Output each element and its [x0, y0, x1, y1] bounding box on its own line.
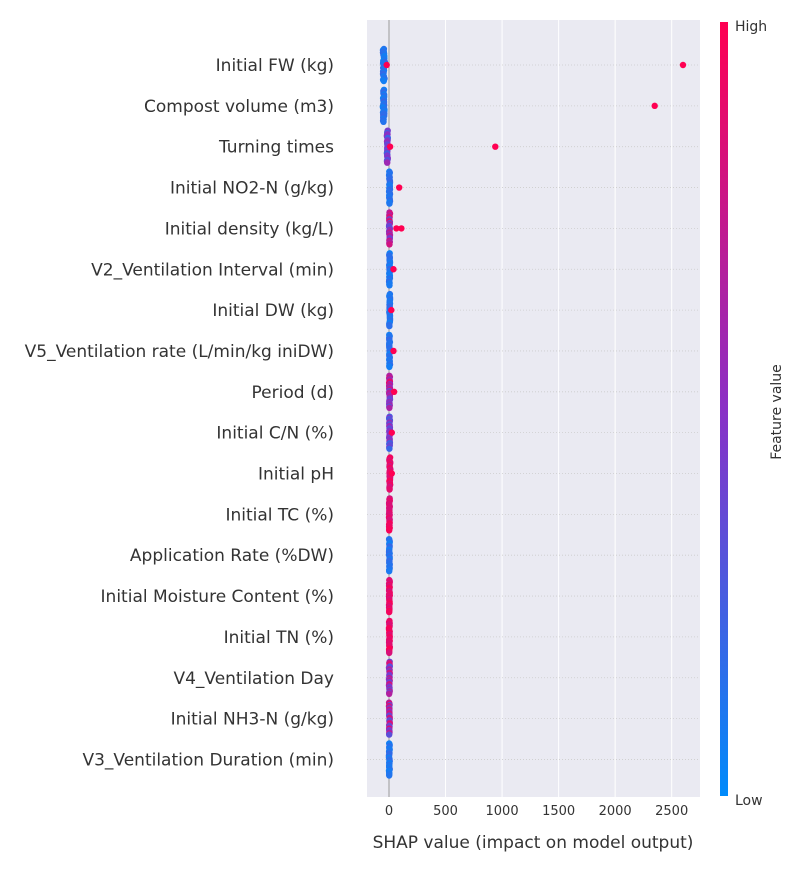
feature-label: Initial NO2-N (g/kg)	[170, 179, 334, 199]
shap-outlier-point	[390, 266, 397, 273]
shap-point	[386, 363, 393, 371]
shap-point	[386, 404, 393, 411]
shap-outlier-point	[679, 61, 687, 69]
feature-label: Initial density (kg/L)	[165, 219, 334, 239]
shap-outlier-point	[390, 347, 397, 355]
gridlines	[445, 20, 673, 797]
shap-point	[386, 445, 393, 452]
colorbar-high-label: High	[735, 19, 767, 35]
x-tick-label: 500	[433, 804, 458, 819]
shap-point	[386, 649, 393, 657]
shap-point	[386, 608, 393, 616]
feature-label: Application Rate (%DW)	[130, 546, 334, 566]
shap-point	[386, 731, 393, 738]
shap-outlier-point	[388, 429, 395, 436]
feature-label: Initial pH	[258, 465, 334, 485]
shap-outlier-point	[393, 225, 400, 232]
x-tick-label: 0	[385, 804, 393, 819]
shap-point	[386, 568, 393, 575]
feature-label: Initial TC (%)	[225, 505, 334, 525]
feature-label: V3_Ventilation Duration (min)	[82, 750, 334, 770]
shap-point	[380, 118, 387, 126]
colorbar	[720, 22, 728, 796]
feature-label: Initial DW (kg)	[212, 301, 334, 321]
x-tick-label: 1500	[542, 804, 575, 819]
shap-point	[386, 241, 393, 248]
shap-point	[386, 322, 393, 330]
shap-point	[386, 200, 393, 207]
feature-label: V5_Ventilation rate (L/min/kg iniDW)	[25, 342, 334, 362]
shap-outlier-point	[388, 306, 395, 314]
feature-label: V4_Ventilation Day	[173, 669, 334, 689]
shap-points	[379, 45, 687, 779]
feature-label: Initial FW (kg)	[216, 56, 334, 76]
x-tick-label: 2000	[599, 804, 632, 819]
shap-outlier-point	[398, 225, 405, 232]
shap-outlier-point	[388, 470, 395, 477]
x-tick-label: 2500	[655, 804, 688, 819]
shap-outlier-point	[396, 184, 403, 191]
x-axis-label: SHAP value (impact on model output)	[373, 833, 694, 853]
shap-outlier-point	[383, 61, 390, 69]
feature-label: Turning times	[218, 138, 334, 158]
feature-label: Initial TN (%)	[224, 628, 334, 648]
plot-area	[367, 20, 700, 797]
feature-label: V2_Ventilation Interval (min)	[91, 260, 334, 280]
shap-point	[380, 77, 387, 85]
shap-point	[386, 282, 393, 289]
x-axis-ticks: 0 500 1000 1500 2000 2500	[385, 804, 688, 819]
shap-outlier-point	[390, 388, 398, 395]
colorbar-low-label: Low	[735, 793, 763, 809]
feature-label: Initial Moisture Content (%)	[101, 587, 334, 607]
feature-label: Compost volume (m3)	[144, 97, 334, 117]
shap-outlier-point	[651, 102, 658, 110]
x-tick-label: 1000	[486, 804, 519, 819]
feature-label: Initial C/N (%)	[216, 424, 334, 444]
feature-label: Initial NH3-N (g/kg)	[171, 710, 334, 730]
colorbar-title: Feature value	[769, 364, 785, 460]
shap-outlier-point	[386, 143, 394, 150]
shap-outlier-point	[492, 143, 499, 150]
shap-point	[386, 527, 393, 534]
feature-label: Period (d)	[252, 383, 334, 403]
shap-point	[386, 486, 393, 493]
shap-point	[386, 690, 393, 697]
shap-point	[384, 159, 391, 166]
feature-labels: Initial FW (kg) Compost volume (m3) Turnin…	[25, 56, 334, 770]
shap-point	[386, 772, 393, 779]
